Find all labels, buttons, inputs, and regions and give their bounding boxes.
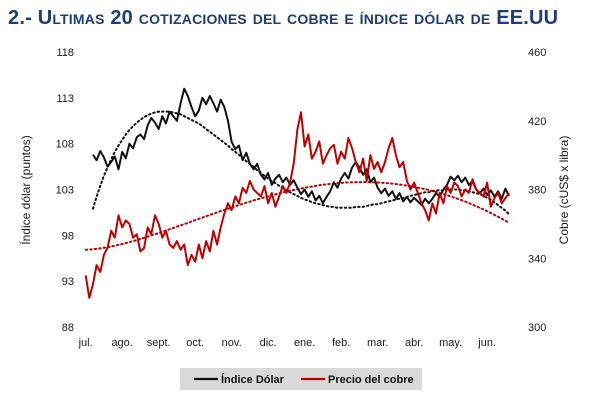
right-axis-label: Cobre (cUS$ x libra) [557,136,571,245]
legend-label-cobre: Precio del cobre [328,374,414,386]
left-tick-label-6: 118 [56,47,74,59]
x-tick-label-9: abr. [405,337,423,349]
legend-label-dolar: Índice Dólar [221,373,285,386]
right-tick-label-1: 340 [528,253,546,265]
chart-title: 2.- Ultimas 20 cotizaciones del cobre e … [8,7,559,29]
right-tick-label-3: 420 [528,116,546,128]
left-axis-label: Índice dólar (puntos) [18,135,33,244]
x-tick-label-6: ene. [294,337,315,349]
right-axis-ticks: 300 340 380 420 460 [528,47,546,334]
x-tick-label-5: dic. [260,337,277,349]
left-tick-label-3: 103 [56,185,74,197]
right-tick-label-0: 300 [528,322,546,334]
x-tick-label-2: sept. [147,337,171,349]
x-tick-label-3: oct. [186,337,204,349]
left-tick-label-4: 108 [56,139,74,151]
left-tick-label-0: 88 [62,322,74,334]
x-tick-label-10: may. [439,337,462,349]
left-tick-label-1: 93 [62,276,74,288]
left-axis-ticks: 88 93 98 103 108 113 118 [56,47,74,334]
series-line-cobre [84,111,510,299]
x-tick-label-8: mar. [367,337,388,349]
right-tick-label-4: 460 [528,47,546,59]
x-tick-label-4: nov. [222,337,242,349]
x-axis-ticks: jul. ago. sept. oct. nov. dic. ene. feb. mar. abr… [78,337,496,349]
legend: Índice Dólar Precio del cobre [180,368,422,390]
x-tick-label-11: jun. [477,337,496,349]
right-tick-label-2: 380 [528,185,546,197]
trend-line-dolar [92,110,510,216]
x-tick-label-7: feb. [332,337,350,349]
x-tick-label-0: jul. [78,337,93,349]
plot-area [84,87,510,299]
left-tick-label-2: 98 [62,230,74,242]
left-tick-label-5: 113 [56,93,74,105]
x-tick-label-1: ago. [111,337,132,349]
